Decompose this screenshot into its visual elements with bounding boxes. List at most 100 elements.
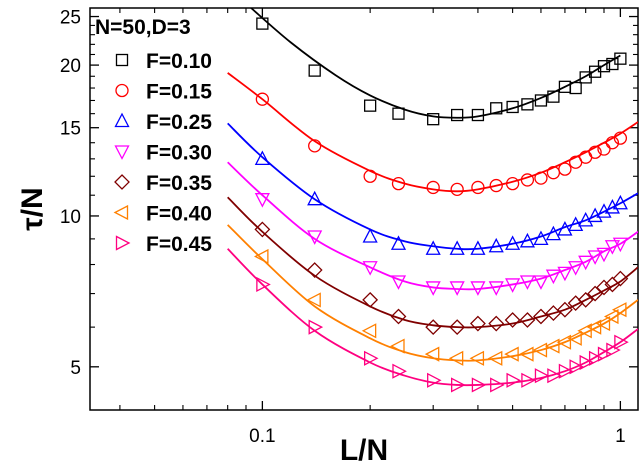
legend: F=0.10 F=0.15 F=0.25 F=0.30 F=0.35 F=0.40 F=0.…: [113, 50, 212, 256]
data-point-f010: [521, 98, 534, 111]
data-point-f035: [362, 291, 379, 308]
data-point-f015: [471, 180, 485, 195]
data-point-f010: [256, 17, 269, 30]
data-point-f040: [469, 350, 485, 366]
data-point-f010: [471, 108, 485, 122]
data-point-f040: [544, 338, 560, 354]
data-point-f030: [519, 275, 535, 290]
data-point-f010: [506, 100, 519, 114]
x-axis-label: L/N: [340, 434, 388, 467]
data-point-f030: [254, 193, 270, 208]
data-point-f015: [363, 169, 377, 183]
data-point-f015: [391, 177, 406, 191]
data-point-f045: [597, 346, 613, 362]
data-point-f045: [427, 372, 442, 388]
data-point-f010: [427, 113, 440, 126]
data-point-f015: [489, 178, 503, 193]
data-point-f035: [587, 285, 604, 302]
legend-marker-f025: [114, 112, 130, 128]
y-tick-label: 20: [60, 56, 81, 77]
data-point-f030: [604, 240, 620, 255]
y-tick-label: 15: [60, 119, 81, 140]
data-point-f045: [506, 372, 522, 388]
data-point-f030: [568, 261, 584, 276]
legend-label-f025: F=0.25: [146, 111, 212, 134]
legend-label-f045: F=0.45: [146, 233, 212, 256]
data-point-f035: [533, 308, 549, 325]
data-point-f010: [534, 94, 548, 107]
data-point-f040: [567, 330, 582, 346]
chart-title: N=50,D=3: [95, 16, 191, 39]
fit-curves: [227, 8, 638, 387]
data-point-f045: [490, 377, 505, 393]
data-point-f035: [557, 301, 573, 318]
data-point-f030: [449, 281, 465, 296]
data-point-f040: [361, 323, 377, 339]
legend-label-f035: F=0.35: [146, 172, 212, 195]
data-point-f015: [520, 173, 535, 187]
data-point-f040: [586, 319, 602, 335]
data-point-f035: [488, 315, 505, 332]
fit-curve-f035: [227, 196, 638, 329]
data-point-f030: [545, 269, 561, 285]
data-point-f025: [470, 240, 486, 255]
data-point-f025: [568, 216, 584, 231]
legend-marker-f030: [114, 145, 130, 160]
data-point-f030: [390, 275, 407, 290]
data-point-f025: [307, 190, 323, 206]
data-point-f040: [603, 308, 619, 325]
data-point-f040: [253, 248, 269, 265]
data-point-f015: [450, 182, 464, 197]
data-point-f040: [611, 302, 627, 318]
legend-marker-f045: [115, 235, 131, 251]
data-point-f045: [614, 334, 629, 350]
data-point-f030: [587, 250, 603, 265]
data-point-f010: [490, 102, 503, 115]
legend-label-f015: F=0.15: [146, 81, 212, 104]
data-point-f040: [519, 346, 534, 362]
data-point-f045: [569, 359, 585, 375]
data-point-f040: [424, 346, 440, 362]
data-point-f030: [488, 281, 504, 296]
plot-frame: [89, 7, 639, 411]
data-point-f030: [578, 255, 594, 271]
data-point-f035: [469, 315, 486, 332]
legend-label-f040: F=0.40: [146, 203, 212, 226]
data-point-f040: [556, 334, 572, 350]
data-point-f045: [579, 354, 595, 371]
data-point-f030: [307, 230, 323, 245]
data-point-f045: [363, 350, 379, 366]
data-point-f015: [534, 171, 548, 185]
legend-label-f030: F=0.30: [146, 142, 212, 165]
data-point-f040: [595, 315, 611, 332]
fit-curve-f015: [227, 72, 638, 193]
data-point-f030: [425, 281, 441, 296]
data-point-f025: [390, 235, 407, 250]
data-point-f045: [451, 377, 466, 393]
data-point-f040: [532, 342, 548, 358]
data-point-f025: [362, 228, 378, 243]
data-point-f025: [533, 230, 549, 246]
x-tick-label: 1: [615, 426, 626, 447]
data-point-f035: [504, 312, 521, 328]
data-point-f010: [308, 64, 321, 77]
data-point-f030: [596, 247, 612, 263]
fit-curve-f030: [227, 161, 638, 291]
data-point-f045: [521, 372, 536, 388]
data-point-f015: [588, 145, 602, 159]
data-point-f015: [426, 180, 440, 195]
data-markers: [253, 17, 629, 393]
data-point-f040: [448, 350, 464, 366]
data-point-f040: [577, 323, 592, 339]
y-axis-label: τ/N: [16, 187, 49, 230]
data-point-f015: [255, 92, 270, 106]
data-point-f045: [534, 368, 550, 384]
y-tick-label: 5: [70, 358, 81, 379]
data-point-f010: [614, 52, 627, 65]
y-tick-label: 25: [60, 8, 81, 29]
data-point-f045: [606, 342, 621, 358]
data-point-f045: [471, 377, 487, 393]
data-point-f015: [505, 177, 520, 191]
data-point-f015: [546, 166, 561, 180]
data-point-f010: [547, 90, 560, 103]
